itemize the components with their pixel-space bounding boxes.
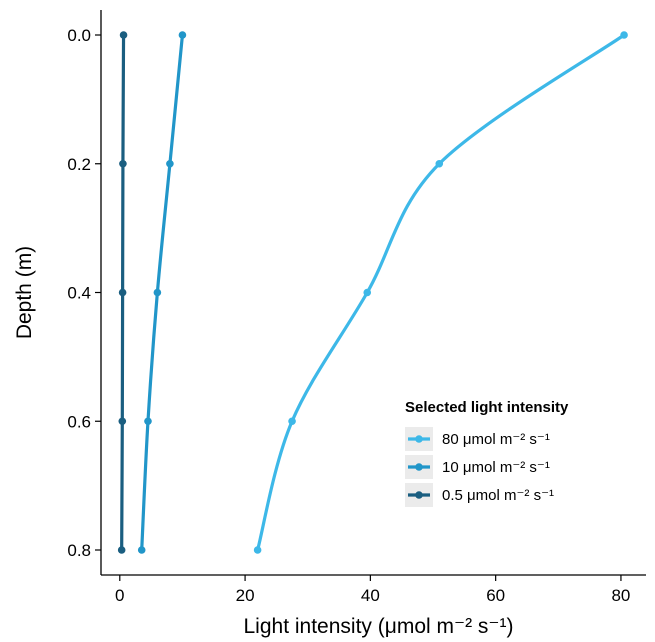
- legend-item: 80 μmol m⁻² s⁻¹: [405, 427, 550, 451]
- x-tick-label: 0: [115, 586, 124, 605]
- data-point: [117, 546, 126, 554]
- series-line: [140, 33, 185, 552]
- x-tick-label: 40: [361, 586, 380, 605]
- legend-label: 10 μmol m⁻² s⁻¹: [442, 459, 550, 476]
- y-tick-label: 0.8: [67, 541, 91, 560]
- data-point: [144, 417, 152, 426]
- y-tick-label: 0.0: [67, 26, 91, 45]
- data-point: [119, 159, 127, 168]
- data-point: [178, 31, 187, 39]
- legend-key-point: [415, 491, 423, 499]
- legend-key-point: [415, 463, 423, 471]
- data-point: [166, 159, 174, 168]
- series-line: [256, 33, 626, 552]
- legend: Selected light intensity 80 μmol m⁻² s⁻¹…: [405, 399, 569, 507]
- data-point: [118, 288, 127, 297]
- x-axis-title: Light intensity (μmol m⁻² s⁻¹): [244, 615, 514, 638]
- series-2: [117, 31, 128, 554]
- y-tick-label: 0.2: [67, 155, 91, 174]
- series-layer: [117, 31, 628, 554]
- data-point: [137, 546, 146, 554]
- data-point: [119, 31, 128, 39]
- legend-label: 80 μmol m⁻² s⁻¹: [442, 431, 550, 448]
- data-point: [620, 31, 628, 39]
- x-tick-label: 60: [486, 586, 505, 605]
- data-point: [288, 417, 296, 426]
- series-1: [137, 31, 187, 554]
- y-tick-label: 0.6: [67, 412, 91, 431]
- data-point: [435, 159, 444, 168]
- legend-item: 10 μmol m⁻² s⁻¹: [405, 455, 550, 479]
- y-tick-label: 0.4: [67, 284, 91, 303]
- y-axis-title: Depth (m): [13, 246, 36, 339]
- x-tick-label: 80: [611, 586, 630, 605]
- y-axis-ticks: 0.0 0.2 0.4 0.6 0.8: [67, 26, 101, 560]
- series-0: [253, 31, 628, 554]
- legend-label: 0.5 μmol m⁻² s⁻¹: [442, 487, 554, 504]
- data-point: [118, 417, 127, 426]
- data-point: [153, 288, 162, 297]
- data-point: [253, 546, 262, 554]
- x-axis-ticks: 0 20 40 60 80: [115, 575, 630, 605]
- data-point: [363, 288, 372, 297]
- legend-item: 0.5 μmol m⁻² s⁻¹: [405, 483, 554, 507]
- x-tick-label: 20: [236, 586, 255, 605]
- axes: [100, 10, 646, 576]
- legend-title: Selected light intensity: [405, 399, 569, 416]
- legend-key-point: [415, 435, 423, 443]
